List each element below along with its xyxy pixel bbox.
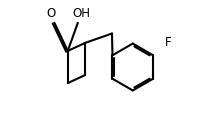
Text: F: F xyxy=(165,36,172,49)
Text: OH: OH xyxy=(73,7,91,20)
Text: O: O xyxy=(46,7,56,20)
